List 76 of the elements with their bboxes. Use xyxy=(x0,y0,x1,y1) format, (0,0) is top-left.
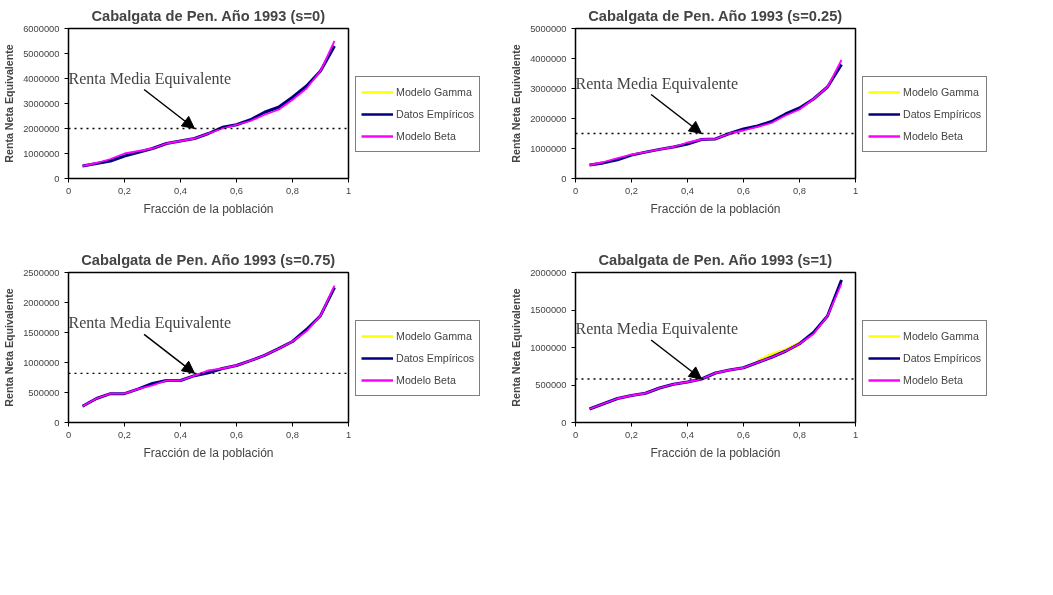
y-tick-label: 0 xyxy=(54,417,60,428)
legend-label: Datos Empíricos xyxy=(396,108,475,120)
chart-title: Cabalgata de Pen. Año 1993 (s=1) xyxy=(598,251,833,268)
x-tick-label: 0,8 xyxy=(793,185,806,196)
legend-label: Modelo Gamma xyxy=(396,330,472,342)
x-tick-label: 0,4 xyxy=(174,429,187,440)
y-tick-label: 500000 xyxy=(535,380,567,390)
y-tick-label: 1500000 xyxy=(530,305,567,315)
y-tick-label: 1000000 xyxy=(530,342,567,353)
x-tick-label: 0,8 xyxy=(286,185,299,196)
x-tick-label: 1 xyxy=(345,185,352,196)
y-tick-label: 4000000 xyxy=(23,73,60,84)
x-tick-label: 0,8 xyxy=(286,429,299,440)
legend-label: Datos Empíricos xyxy=(903,108,982,120)
x-tick-label: 0 xyxy=(572,185,579,196)
ref-line-label: Renta Media Equivalente xyxy=(575,74,739,93)
x-tick-label: 0,6 xyxy=(737,429,750,440)
y-tick-label: 6000000 xyxy=(23,23,60,34)
chart-title: Cabalgata de Pen. Año 1993 (s=0.25) xyxy=(588,7,843,24)
ref-line-label: Renta Media Equivalente xyxy=(68,69,232,88)
y-axis-title: Renta Neta Equivalente xyxy=(510,288,523,407)
y-tick-label: 1000000 xyxy=(23,148,60,159)
x-tick-label: 1 xyxy=(852,429,859,440)
x-tick-label: 0,2 xyxy=(625,429,638,440)
y-tick-label: 3000000 xyxy=(530,83,567,94)
legend-label: Datos Empíricos xyxy=(903,352,982,364)
y-tick-label: 0 xyxy=(561,173,567,184)
x-axis-title: Fracción de la población xyxy=(650,445,781,460)
y-axis-title: Renta Neta Equivalente xyxy=(510,44,523,163)
x-tick-label: 0 xyxy=(572,429,579,440)
legend-label: Modelo Gamma xyxy=(903,86,979,98)
x-tick-label: 1 xyxy=(852,185,859,196)
y-tick-label: 1000000 xyxy=(530,143,567,154)
x-tick-label: 0 xyxy=(65,185,72,196)
legend-label: Modelo Beta xyxy=(903,374,963,386)
x-axis-title: Fracción de la población xyxy=(650,201,781,216)
x-tick-label: 0,6 xyxy=(230,429,243,440)
x-tick-label: 0,2 xyxy=(625,185,638,196)
y-tick-label: 5000000 xyxy=(23,48,60,59)
y-tick-label: 2000000 xyxy=(23,123,60,134)
y-axis-title: Renta Neta Equivalente xyxy=(3,44,16,163)
y-tick-label: 2000000 xyxy=(530,113,567,124)
x-tick-label: 1 xyxy=(345,429,352,440)
legend-label: Modelo Beta xyxy=(903,130,963,142)
legend-label: Modelo Beta xyxy=(396,130,456,142)
x-tick-label: 0,2 xyxy=(118,185,131,196)
y-tick-label: 5000000 xyxy=(530,23,567,34)
legend-label: Datos Empíricos xyxy=(396,352,475,364)
y-tick-label: 0 xyxy=(561,417,567,428)
y-tick-label: 0 xyxy=(54,173,60,184)
y-tick-label: 2000000 xyxy=(530,267,567,278)
y-tick-label: 1500000 xyxy=(23,327,60,338)
ref-line-label: Renta Media Equivalente xyxy=(68,314,232,333)
x-axis-title: Fracción de la población xyxy=(143,445,274,460)
legend-label: Modelo Beta xyxy=(396,374,456,386)
y-tick-label: 500000 xyxy=(28,387,60,398)
x-tick-label: 0,2 xyxy=(118,429,131,440)
legend-label: Modelo Gamma xyxy=(396,86,472,98)
chart-title: Cabalgata de Pen. Año 1993 (s=0.75) xyxy=(81,251,336,268)
x-tick-label: 0,4 xyxy=(174,185,187,196)
chart-title: Cabalgata de Pen. Año 1993 (s=0) xyxy=(91,7,326,24)
x-tick-label: 0,4 xyxy=(681,429,694,440)
x-tick-label: 0,6 xyxy=(737,185,750,196)
y-tick-label: 3000000 xyxy=(23,98,60,109)
x-tick-label: 0,4 xyxy=(681,185,694,196)
y-tick-label: 4000000 xyxy=(530,53,567,64)
x-tick-label: 0,6 xyxy=(230,185,243,196)
y-tick-label: 2500000 xyxy=(23,267,60,278)
x-tick-label: 0,8 xyxy=(793,429,806,440)
legend-label: Modelo Gamma xyxy=(903,330,979,342)
x-axis-title: Fracción de la población xyxy=(143,201,274,216)
y-tick-label: 2000000 xyxy=(23,297,60,308)
x-tick-label: 0 xyxy=(65,429,72,440)
ref-line-label: Renta Media Equivalente xyxy=(575,320,739,338)
y-tick-label: 1000000 xyxy=(23,357,60,368)
y-axis-title: Renta Neta Equivalente xyxy=(3,288,16,407)
